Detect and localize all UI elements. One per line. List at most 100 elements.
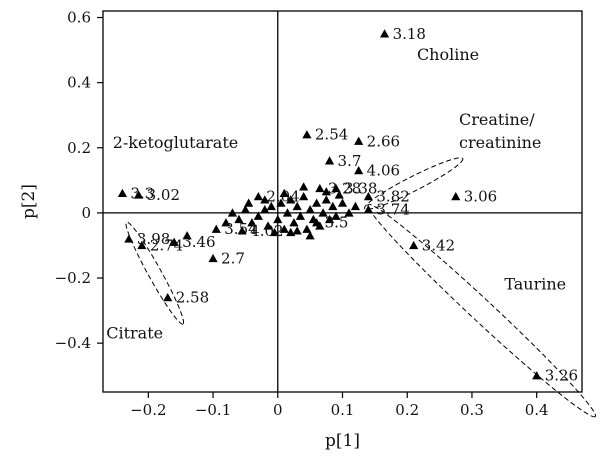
point-label: 3.7 [338, 152, 362, 170]
data-point [305, 231, 315, 240]
data-point [237, 226, 247, 235]
data-point [279, 188, 289, 198]
data-point [321, 195, 331, 204]
point-label: 3.46 [182, 233, 215, 251]
data-point [344, 208, 354, 217]
data-point [295, 211, 306, 220]
point-label: 3.98 [137, 230, 170, 248]
data-point [137, 240, 147, 250]
x-tick-label: 0.3 [460, 401, 484, 419]
x-tick-label: −0.2 [130, 401, 166, 419]
data-point [282, 208, 293, 217]
data-point [354, 136, 364, 145]
point-label: 4.06 [367, 162, 400, 180]
point-label: 3.74 [376, 201, 409, 219]
data-point [409, 240, 419, 250]
grouping-ellipse [367, 203, 597, 418]
data-point [253, 192, 263, 201]
region-annotation: creatinine [459, 133, 541, 152]
data-point [292, 226, 302, 235]
data-point [253, 211, 263, 220]
data-point [331, 183, 341, 193]
data-point [321, 187, 331, 196]
data-point [227, 208, 238, 217]
data-point [286, 195, 296, 204]
point-label: 3.28 [328, 179, 361, 197]
data-point [234, 214, 244, 224]
point-label: 3.26 [545, 367, 578, 385]
axis-ticks: −0.2 −0.1 0 0.1 0.2 0.3 0.4 −0.4 −0.2 0 0.2 0.4 0.6 [55, 9, 549, 419]
data-point [247, 218, 257, 227]
data-point [292, 201, 302, 211]
data-point [315, 183, 325, 193]
data-point [117, 188, 128, 198]
data-point [299, 182, 309, 191]
region-annotation: Taurine [504, 274, 566, 293]
x-tick-label: 0.1 [331, 401, 355, 419]
data-point [276, 198, 286, 207]
data-point [532, 371, 542, 380]
data-point [350, 201, 361, 211]
region-annotation: Creatine/ [459, 110, 535, 129]
data-point [302, 224, 312, 233]
point-label: 3.42 [422, 236, 455, 254]
region-annotation: 2-ketoglutarate [113, 133, 239, 152]
x-tick-label: −0.1 [195, 401, 231, 419]
region-annotation: Citrate [106, 323, 163, 342]
data-point [134, 190, 144, 199]
data-point [244, 198, 254, 207]
point-label: 4.02 [250, 222, 283, 240]
data-point [221, 218, 231, 227]
grouping-ellipse [125, 221, 185, 325]
data-point [289, 218, 299, 227]
data-point [263, 221, 273, 230]
data-point [260, 195, 270, 204]
point-label: 3.38 [344, 179, 377, 197]
y-tick-label: −0.2 [55, 269, 91, 287]
data-point [312, 218, 322, 227]
point-label: 3.82 [376, 188, 409, 206]
data-point [302, 130, 312, 139]
point-label: 2.04 [266, 188, 299, 206]
data-point [451, 192, 461, 201]
data-point [266, 201, 276, 211]
point-label: 3.18 [393, 25, 426, 43]
data-point [363, 192, 373, 201]
point-label: 3.06 [464, 188, 497, 206]
point-label: 2.54 [315, 126, 348, 144]
data-point [163, 292, 173, 302]
y-tick-label: 0.6 [67, 9, 91, 27]
data-point [324, 156, 335, 165]
data-point [269, 227, 280, 237]
data-point [260, 205, 270, 214]
data-point [169, 237, 179, 246]
point-label: 2.66 [367, 132, 400, 150]
data-point [240, 205, 251, 214]
data-point [331, 211, 341, 220]
data-point [299, 192, 309, 201]
data-point [334, 190, 344, 199]
grouping-ellipses [125, 157, 597, 418]
zero-lines [103, 11, 582, 392]
point-label: 2.58 [176, 289, 209, 307]
y-tick-label: 0 [81, 204, 91, 222]
grouping-ellipse [364, 157, 464, 210]
region-annotation: Choline [417, 45, 479, 64]
y-tick-label: −0.4 [55, 334, 91, 352]
data-point [328, 201, 338, 211]
data-points: 3.182.54 2.663.74.063.063.823.743.53.33.0… [117, 25, 578, 385]
data-point [273, 214, 283, 224]
y-axis-label: p[2] [19, 184, 39, 219]
y-tick-label: 0.2 [67, 139, 91, 157]
point-label: 2.7 [221, 249, 245, 267]
y-tick-label: 0.4 [67, 74, 91, 92]
x-axis-label: p[1] [325, 431, 360, 451]
data-point [379, 29, 390, 38]
x-tick-label: 0.2 [395, 401, 419, 419]
point-label: 3.5 [325, 214, 349, 232]
data-point [182, 231, 192, 240]
annotations: Choline 2-ketoglutarate Creatine/creatinin… [106, 45, 566, 342]
data-point [312, 198, 322, 207]
data-point [318, 208, 328, 217]
